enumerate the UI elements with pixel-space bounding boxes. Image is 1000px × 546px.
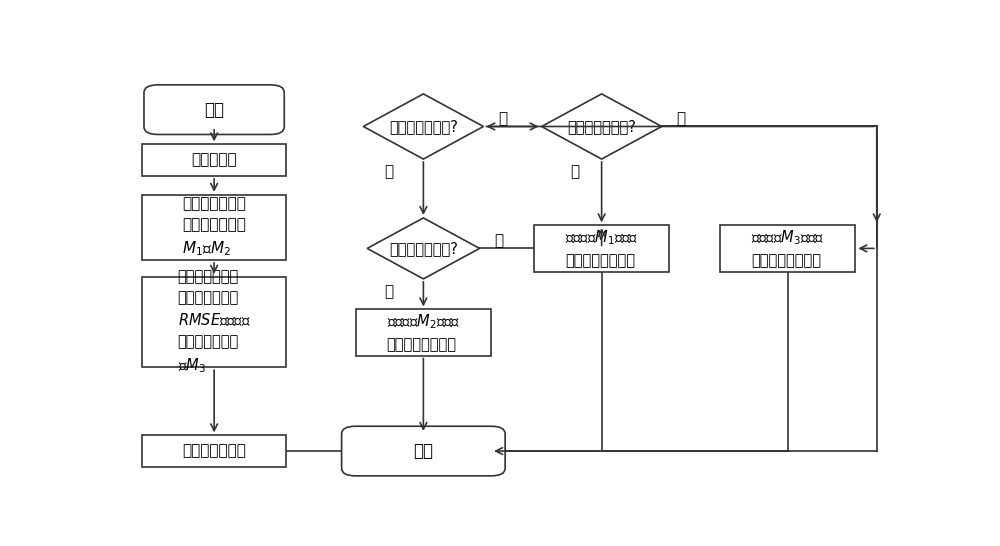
Text: 是: 是 (494, 233, 504, 248)
Text: 电流传感器失效?: 电流传感器失效? (389, 241, 458, 256)
Text: 结束: 结束 (413, 442, 433, 460)
Text: 是: 是 (384, 164, 393, 179)
Text: 使用模型$M_3$进行预
测，得到预测数据: 使用模型$M_3$进行预 测，得到预测数据 (751, 229, 824, 268)
Text: 开始: 开始 (204, 100, 224, 118)
Bar (720, 225, 855, 271)
Text: 提取特征，分别
建立岭回归模型
$M_1$和$M_2$: 提取特征，分别 建立岭回归模型 $M_1$和$M_2$ (182, 197, 246, 258)
Text: 使用模型$M_2$进行预
测，得到预测数据: 使用模型$M_2$进行预 测，得到预测数据 (387, 313, 460, 352)
Bar (534, 225, 669, 271)
Bar (356, 310, 491, 355)
Text: 否: 否 (384, 284, 393, 299)
Polygon shape (542, 94, 662, 159)
Polygon shape (363, 94, 483, 159)
Bar (142, 195, 286, 260)
Text: 否: 否 (498, 111, 507, 127)
Text: 电流传感器失效?: 电流传感器失效? (567, 119, 636, 134)
Text: 训练集输入模型
进行验证，计算
$RMSE$并赋权，
得到联合估计模
型$M_3$: 训练集输入模型 进行验证，计算 $RMSE$并赋权， 得到联合估计模 型$M_3… (178, 269, 251, 375)
Polygon shape (367, 218, 480, 279)
Text: 输入训练集: 输入训练集 (191, 153, 237, 168)
Text: 使用模型$M_1$进行预
测，得到预测数据: 使用模型$M_1$进行预 测，得到预测数据 (565, 229, 638, 268)
Text: 输入待预测数据: 输入待预测数据 (182, 443, 246, 459)
FancyBboxPatch shape (144, 85, 284, 134)
Text: 否: 否 (676, 111, 686, 127)
Bar (142, 435, 286, 467)
Bar (142, 277, 286, 367)
Text: 温度传感器失效?: 温度传感器失效? (389, 119, 458, 134)
FancyBboxPatch shape (342, 426, 505, 476)
Bar (142, 144, 286, 176)
Text: 是: 是 (570, 164, 579, 179)
